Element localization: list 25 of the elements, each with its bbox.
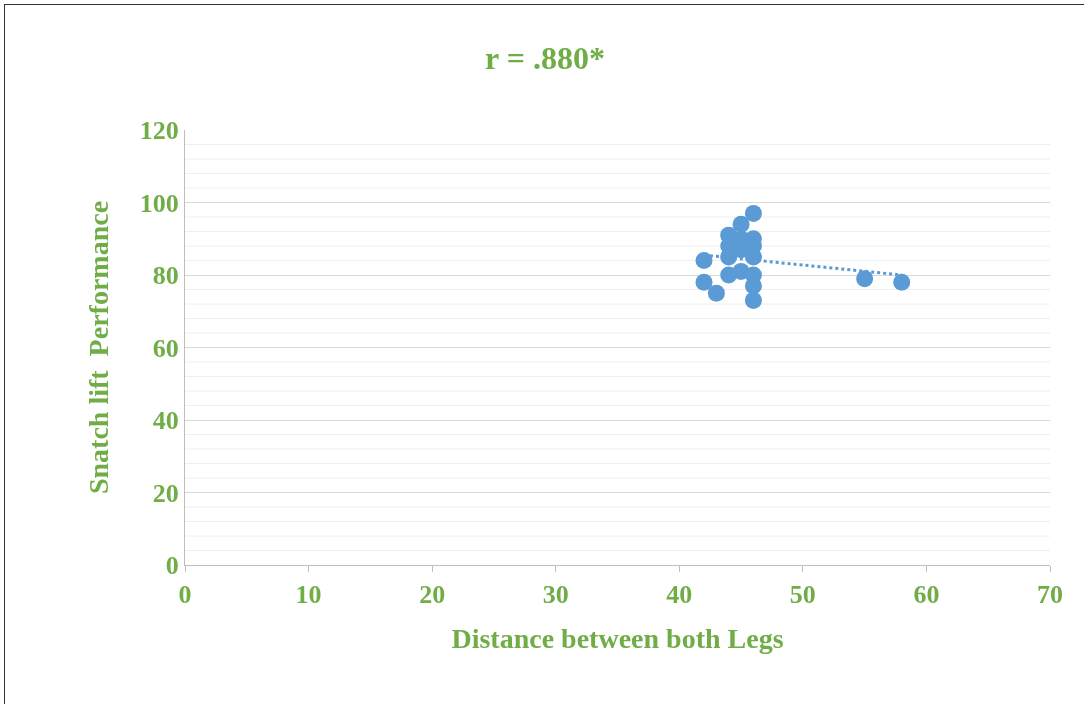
x-axis-title: Distance between both Legs — [451, 623, 784, 655]
point — [707, 284, 725, 302]
x-tick-label: 10 — [295, 580, 322, 610]
point — [695, 252, 713, 269]
y-tick-label: 20 — [152, 478, 179, 508]
x-tick-label: 60 — [913, 580, 940, 610]
point — [893, 273, 911, 291]
x-tick-label: 40 — [666, 580, 693, 610]
x-tick-label: 70 — [1037, 580, 1063, 610]
y-tick-label: 120 — [139, 116, 179, 146]
point — [744, 204, 762, 222]
x-tick-label: 20 — [419, 580, 446, 610]
point — [732, 215, 750, 233]
y-tick-label: 60 — [152, 333, 179, 363]
x-tick-label: 50 — [789, 580, 816, 610]
y-tick-label: 40 — [152, 406, 179, 436]
point — [744, 291, 762, 309]
point — [695, 273, 713, 291]
y-tick-label: 100 — [139, 188, 179, 218]
y-tick-label: 0 — [165, 551, 179, 581]
y-tick-label: 80 — [152, 261, 179, 291]
x-tick-label: 30 — [542, 580, 569, 610]
point — [856, 270, 874, 288]
chart-title: r = .880* — [485, 39, 605, 76]
y-axis-title: Snatch lift Performance — [83, 200, 115, 495]
